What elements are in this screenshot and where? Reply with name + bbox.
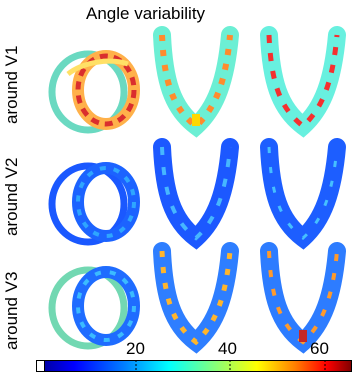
long-axis-map-1-v3-svg [153,242,239,354]
short-axis-map-v3-svg [48,266,140,350]
short-axis-map-v2 [48,158,148,250]
long-axis-map-1-v2 [153,138,239,250]
row-label-v3: around V3 [2,271,21,350]
short-axis-map-v1-svg [48,50,140,134]
long-axis-map-2-v2 [260,138,346,250]
figure-title: Angle variability [86,4,206,23]
long-axis-map-2-v3-svg [260,242,346,354]
long-axis-map-2-v1 [260,26,346,138]
long-axis-map-1-v2-svg [153,138,239,250]
colorbar-tick-40: 40 [218,339,237,358]
long-axis-map-1-v1 [153,26,239,138]
colorbar-tick-20: 20 [126,339,145,358]
row-label-v2: around V2 [2,157,21,236]
row-label-v1: around V1 [2,45,21,124]
heart-map-grid [36,22,362,356]
long-axis-map-2-v1-svg [260,26,346,138]
colorbar [36,360,352,372]
long-axis-map-2-v2-svg [260,138,346,250]
long-axis-map-2-v3 [260,242,346,354]
short-axis-map-v3 [48,262,148,354]
long-axis-map-1-v3 [153,242,239,354]
long-axis-map-1-v1-svg [153,26,239,138]
colorbar-svg [36,360,352,372]
short-axis-map-v2-svg [48,162,140,246]
short-axis-map-v1 [48,46,148,138]
colorbar-tick-60: 60 [310,339,329,358]
